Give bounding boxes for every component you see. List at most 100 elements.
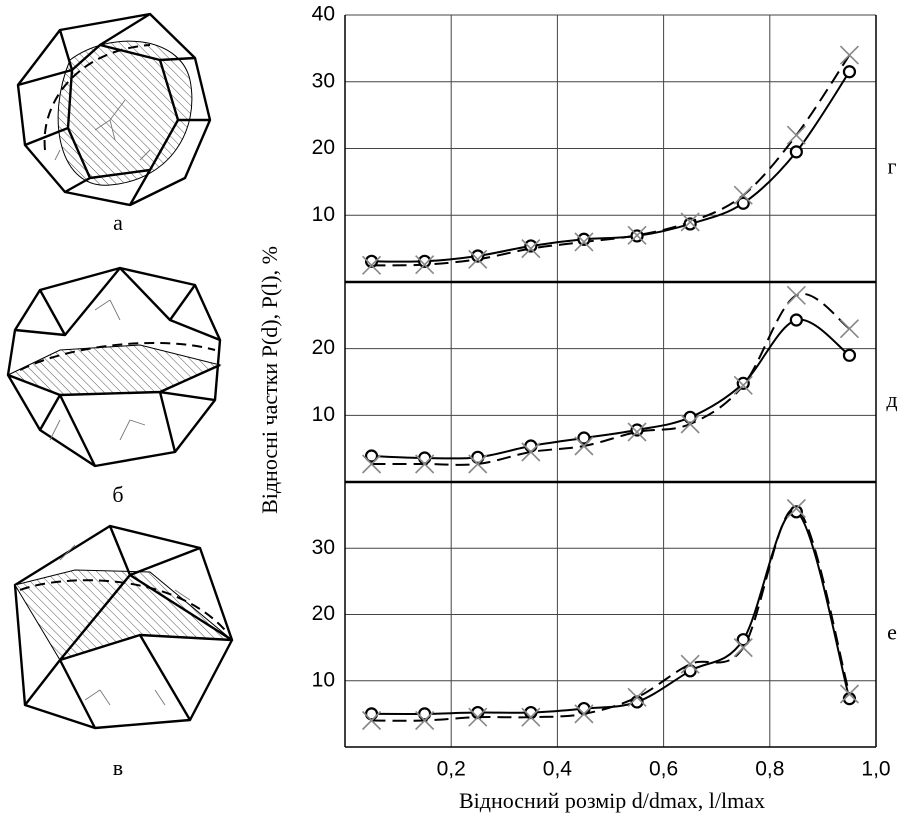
circle-marker xyxy=(471,450,485,464)
cross-stroke xyxy=(733,375,753,395)
circle-marker xyxy=(364,449,379,463)
y-tick-label: 20 xyxy=(312,136,335,159)
y-tick-label: 40 xyxy=(312,3,335,26)
cross-marker xyxy=(839,319,860,339)
cross-stroke xyxy=(415,255,435,275)
cross-marker xyxy=(627,687,647,707)
cross-marker xyxy=(361,454,382,474)
x-tick-label: 0,2 xyxy=(437,758,466,781)
cross-marker xyxy=(786,285,806,305)
circle-marker xyxy=(418,451,432,465)
y-tick-label: 30 xyxy=(312,536,335,559)
circle-marker xyxy=(736,196,750,210)
circle-marker xyxy=(524,239,538,253)
cross-stroke xyxy=(839,684,860,704)
cross-marker xyxy=(627,225,647,245)
cross-stroke xyxy=(680,212,700,232)
cross-marker xyxy=(521,442,541,462)
x-tick-label: 0,4 xyxy=(543,758,573,781)
cross-stroke xyxy=(521,442,541,462)
cross-marker xyxy=(786,498,806,519)
cross-marker xyxy=(786,125,806,145)
cross-marker xyxy=(521,707,541,727)
cross-marker xyxy=(415,710,435,731)
caption: в xyxy=(113,755,123,780)
cross-stroke xyxy=(574,232,594,252)
cross-marker xyxy=(468,454,488,474)
cross-stroke xyxy=(839,319,860,339)
polyhedron-a xyxy=(16,12,212,207)
circle-marker xyxy=(736,376,750,390)
circle-marker xyxy=(736,633,750,647)
y-axis-label: Відносні частки P(d), P(l), % xyxy=(257,246,282,514)
caption: а xyxy=(113,210,123,235)
cross-marker xyxy=(521,239,541,259)
y-tick-label: 10 xyxy=(312,403,335,426)
circle-marker xyxy=(577,232,591,246)
x-tick-label: 0,8 xyxy=(755,758,784,781)
cross-stroke xyxy=(415,710,435,731)
y-tick-label: 20 xyxy=(312,602,335,625)
cross-stroke xyxy=(521,239,541,259)
cross-marker xyxy=(574,232,594,252)
cross-stroke xyxy=(680,654,700,674)
cross-stroke xyxy=(361,454,382,474)
cross-stroke xyxy=(574,436,594,456)
cross-marker xyxy=(839,684,860,704)
cross-stroke xyxy=(627,422,647,442)
cross-stroke xyxy=(468,454,488,474)
circle-marker xyxy=(364,254,379,268)
cross-stroke xyxy=(574,704,594,724)
cross-stroke xyxy=(786,125,806,145)
y-tick-label: 20 xyxy=(312,336,335,359)
circle-marker xyxy=(842,348,857,362)
circle-marker xyxy=(683,217,697,231)
series-line xyxy=(371,54,851,267)
cross-marker xyxy=(839,45,860,65)
polyhedron-c xyxy=(13,524,234,730)
cross-marker xyxy=(415,454,435,474)
cross-marker xyxy=(733,638,753,658)
y-tick-label: 10 xyxy=(312,668,335,691)
cross-marker xyxy=(574,704,594,724)
y-tick-label: 30 xyxy=(312,69,335,92)
cross-stroke xyxy=(361,710,382,731)
cross-stroke xyxy=(680,414,700,434)
caption: б xyxy=(112,482,123,507)
cross-marker xyxy=(680,414,700,434)
polyhedron-b xyxy=(6,266,222,468)
cross-marker xyxy=(733,185,753,205)
cross-stroke xyxy=(627,687,647,707)
panel-label: д xyxy=(886,387,897,412)
cross-marker xyxy=(415,255,435,275)
circle-marker xyxy=(577,701,591,716)
cross-marker xyxy=(361,710,382,731)
circle-marker xyxy=(630,423,644,437)
x-tick-label: 1,0 xyxy=(861,758,890,781)
cross-marker xyxy=(680,212,700,232)
panel-label: е xyxy=(887,620,897,645)
circle-marker xyxy=(471,249,485,263)
y-tick-label: 10 xyxy=(312,203,335,226)
cross-stroke xyxy=(733,638,753,658)
series-line xyxy=(371,510,851,715)
circle-marker xyxy=(524,439,538,453)
circle-marker xyxy=(577,431,591,445)
panel-label: г xyxy=(887,154,896,179)
circle-marker xyxy=(789,313,803,327)
circle-marker xyxy=(789,505,803,519)
cross-marker xyxy=(361,255,382,275)
cross-marker xyxy=(627,422,647,442)
series-line xyxy=(371,318,851,460)
cross-stroke xyxy=(786,285,806,305)
x-axis-label: Відносний розмір d/dmax, l/lmax xyxy=(459,788,765,813)
cross-stroke xyxy=(786,498,806,519)
cross-marker xyxy=(468,249,488,269)
cross-stroke xyxy=(468,707,488,727)
cross-stroke xyxy=(521,707,541,727)
series-line xyxy=(371,71,851,263)
cross-marker xyxy=(733,375,753,395)
circle-marker xyxy=(683,410,697,424)
cross-marker xyxy=(468,707,488,727)
